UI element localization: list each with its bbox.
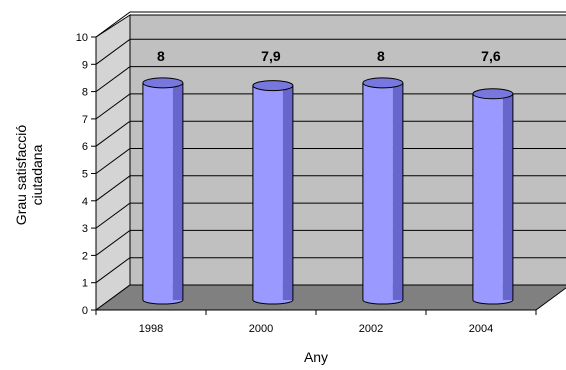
gridline bbox=[95, 38, 566, 65]
gridline bbox=[95, 229, 566, 256]
y-tick-label: 5 bbox=[82, 169, 88, 181]
x-tick-label: 2004 bbox=[469, 323, 493, 335]
y-tick-label: 1 bbox=[82, 278, 88, 290]
gridline bbox=[95, 257, 566, 284]
bar-base bbox=[142, 299, 184, 305]
bar-top bbox=[142, 77, 184, 89]
y-tick-label: 0 bbox=[82, 305, 88, 317]
bar-top bbox=[252, 80, 294, 92]
bar-cylinder bbox=[362, 77, 404, 305]
bar-front bbox=[142, 82, 173, 300]
y-tick-label: 8 bbox=[82, 87, 88, 99]
x-tick-label: 2000 bbox=[249, 323, 273, 335]
y-tick-label: 2 bbox=[82, 250, 88, 262]
bar-side bbox=[502, 93, 513, 301]
bar-base bbox=[362, 299, 404, 305]
gridline bbox=[95, 11, 566, 38]
x-axis-ticks: 1998 2000 2002 2004 bbox=[95, 310, 537, 335]
bar-cylinder bbox=[252, 80, 294, 305]
y-axis-title-line-2: ciutadana bbox=[29, 144, 45, 205]
x-axis-title: Any bbox=[304, 349, 328, 365]
bar-front bbox=[472, 93, 503, 301]
y-axis-ticks: 0 1 2 3 4 5 6 7 8 9 10 bbox=[76, 32, 96, 317]
bar-cylinder bbox=[472, 88, 514, 305]
gridline bbox=[95, 120, 566, 147]
y-axis-title-line-1: Grau satisfacció bbox=[13, 125, 29, 226]
x-tick-label: 2002 bbox=[359, 323, 383, 335]
bar-top bbox=[472, 88, 514, 100]
gridlines bbox=[95, 11, 566, 284]
y-tick-label: 7 bbox=[82, 114, 88, 126]
y-tick-label: 4 bbox=[82, 196, 88, 208]
bar-side bbox=[392, 82, 403, 300]
y-tick-label: 9 bbox=[82, 59, 88, 71]
y-tick-label: 6 bbox=[82, 141, 88, 153]
y-tick-label: 10 bbox=[76, 32, 88, 44]
x-tick-label: 1998 bbox=[139, 323, 163, 335]
gridline bbox=[95, 93, 566, 120]
side-wall bbox=[95, 14, 131, 311]
bar-top bbox=[362, 77, 404, 89]
data-label: 8 bbox=[377, 48, 385, 64]
gridline bbox=[95, 175, 566, 202]
data-label: 7,9 bbox=[261, 48, 281, 64]
bar-cylinder bbox=[142, 77, 184, 305]
bar-front bbox=[362, 82, 393, 300]
data-label: 8 bbox=[157, 48, 165, 64]
bar-side bbox=[282, 85, 293, 300]
bars bbox=[142, 77, 514, 305]
data-labels: 8 7,9 8 7,6 bbox=[157, 48, 501, 64]
bar-base bbox=[252, 299, 294, 305]
bar-side bbox=[172, 82, 183, 300]
y-tick-label: 3 bbox=[82, 223, 88, 235]
gridline bbox=[95, 202, 566, 229]
gridline bbox=[95, 148, 566, 174]
gridline bbox=[95, 66, 566, 93]
data-label: 7,6 bbox=[481, 48, 501, 64]
bar-base bbox=[472, 299, 514, 305]
bar-front bbox=[252, 85, 283, 300]
